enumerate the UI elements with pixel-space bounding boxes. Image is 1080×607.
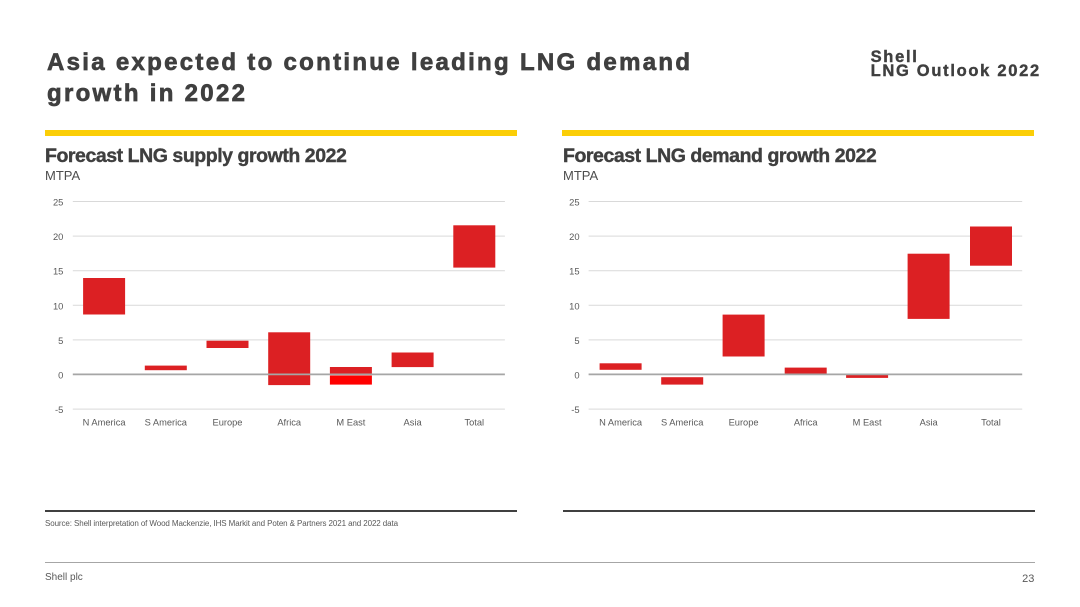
svg-text:10: 10 — [53, 300, 63, 311]
svg-text:N America: N America — [600, 417, 644, 427]
svg-text:0: 0 — [58, 369, 63, 380]
svg-text:Asia: Asia — [920, 417, 939, 427]
svg-text:20: 20 — [570, 231, 580, 242]
svg-text:Asia: Asia — [403, 417, 422, 427]
svg-text:Africa: Africa — [794, 417, 819, 427]
svg-text:Total: Total — [982, 417, 1002, 427]
svg-text:M East: M East — [853, 417, 882, 427]
svg-text:15: 15 — [53, 266, 63, 277]
svg-text:-5: -5 — [55, 404, 63, 415]
svg-text:10: 10 — [570, 300, 580, 311]
svg-text:Europe: Europe — [729, 417, 759, 427]
svg-text:S America: S America — [661, 417, 704, 427]
svg-text:Africa: Africa — [277, 417, 302, 427]
svg-text:15: 15 — [570, 266, 580, 277]
svg-text:25: 25 — [53, 197, 63, 208]
svg-text:-5: -5 — [572, 404, 580, 415]
svg-text:M East: M East — [336, 417, 365, 427]
svg-text:25: 25 — [570, 197, 580, 208]
svg-text:20: 20 — [53, 231, 63, 242]
svg-text:5: 5 — [575, 335, 580, 346]
svg-text:S America: S America — [144, 417, 187, 427]
svg-text:0: 0 — [575, 369, 580, 380]
svg-text:Total: Total — [464, 417, 484, 427]
svg-text:N America: N America — [82, 417, 126, 427]
svg-text:Europe: Europe — [212, 417, 242, 427]
svg-text:5: 5 — [58, 335, 63, 346]
